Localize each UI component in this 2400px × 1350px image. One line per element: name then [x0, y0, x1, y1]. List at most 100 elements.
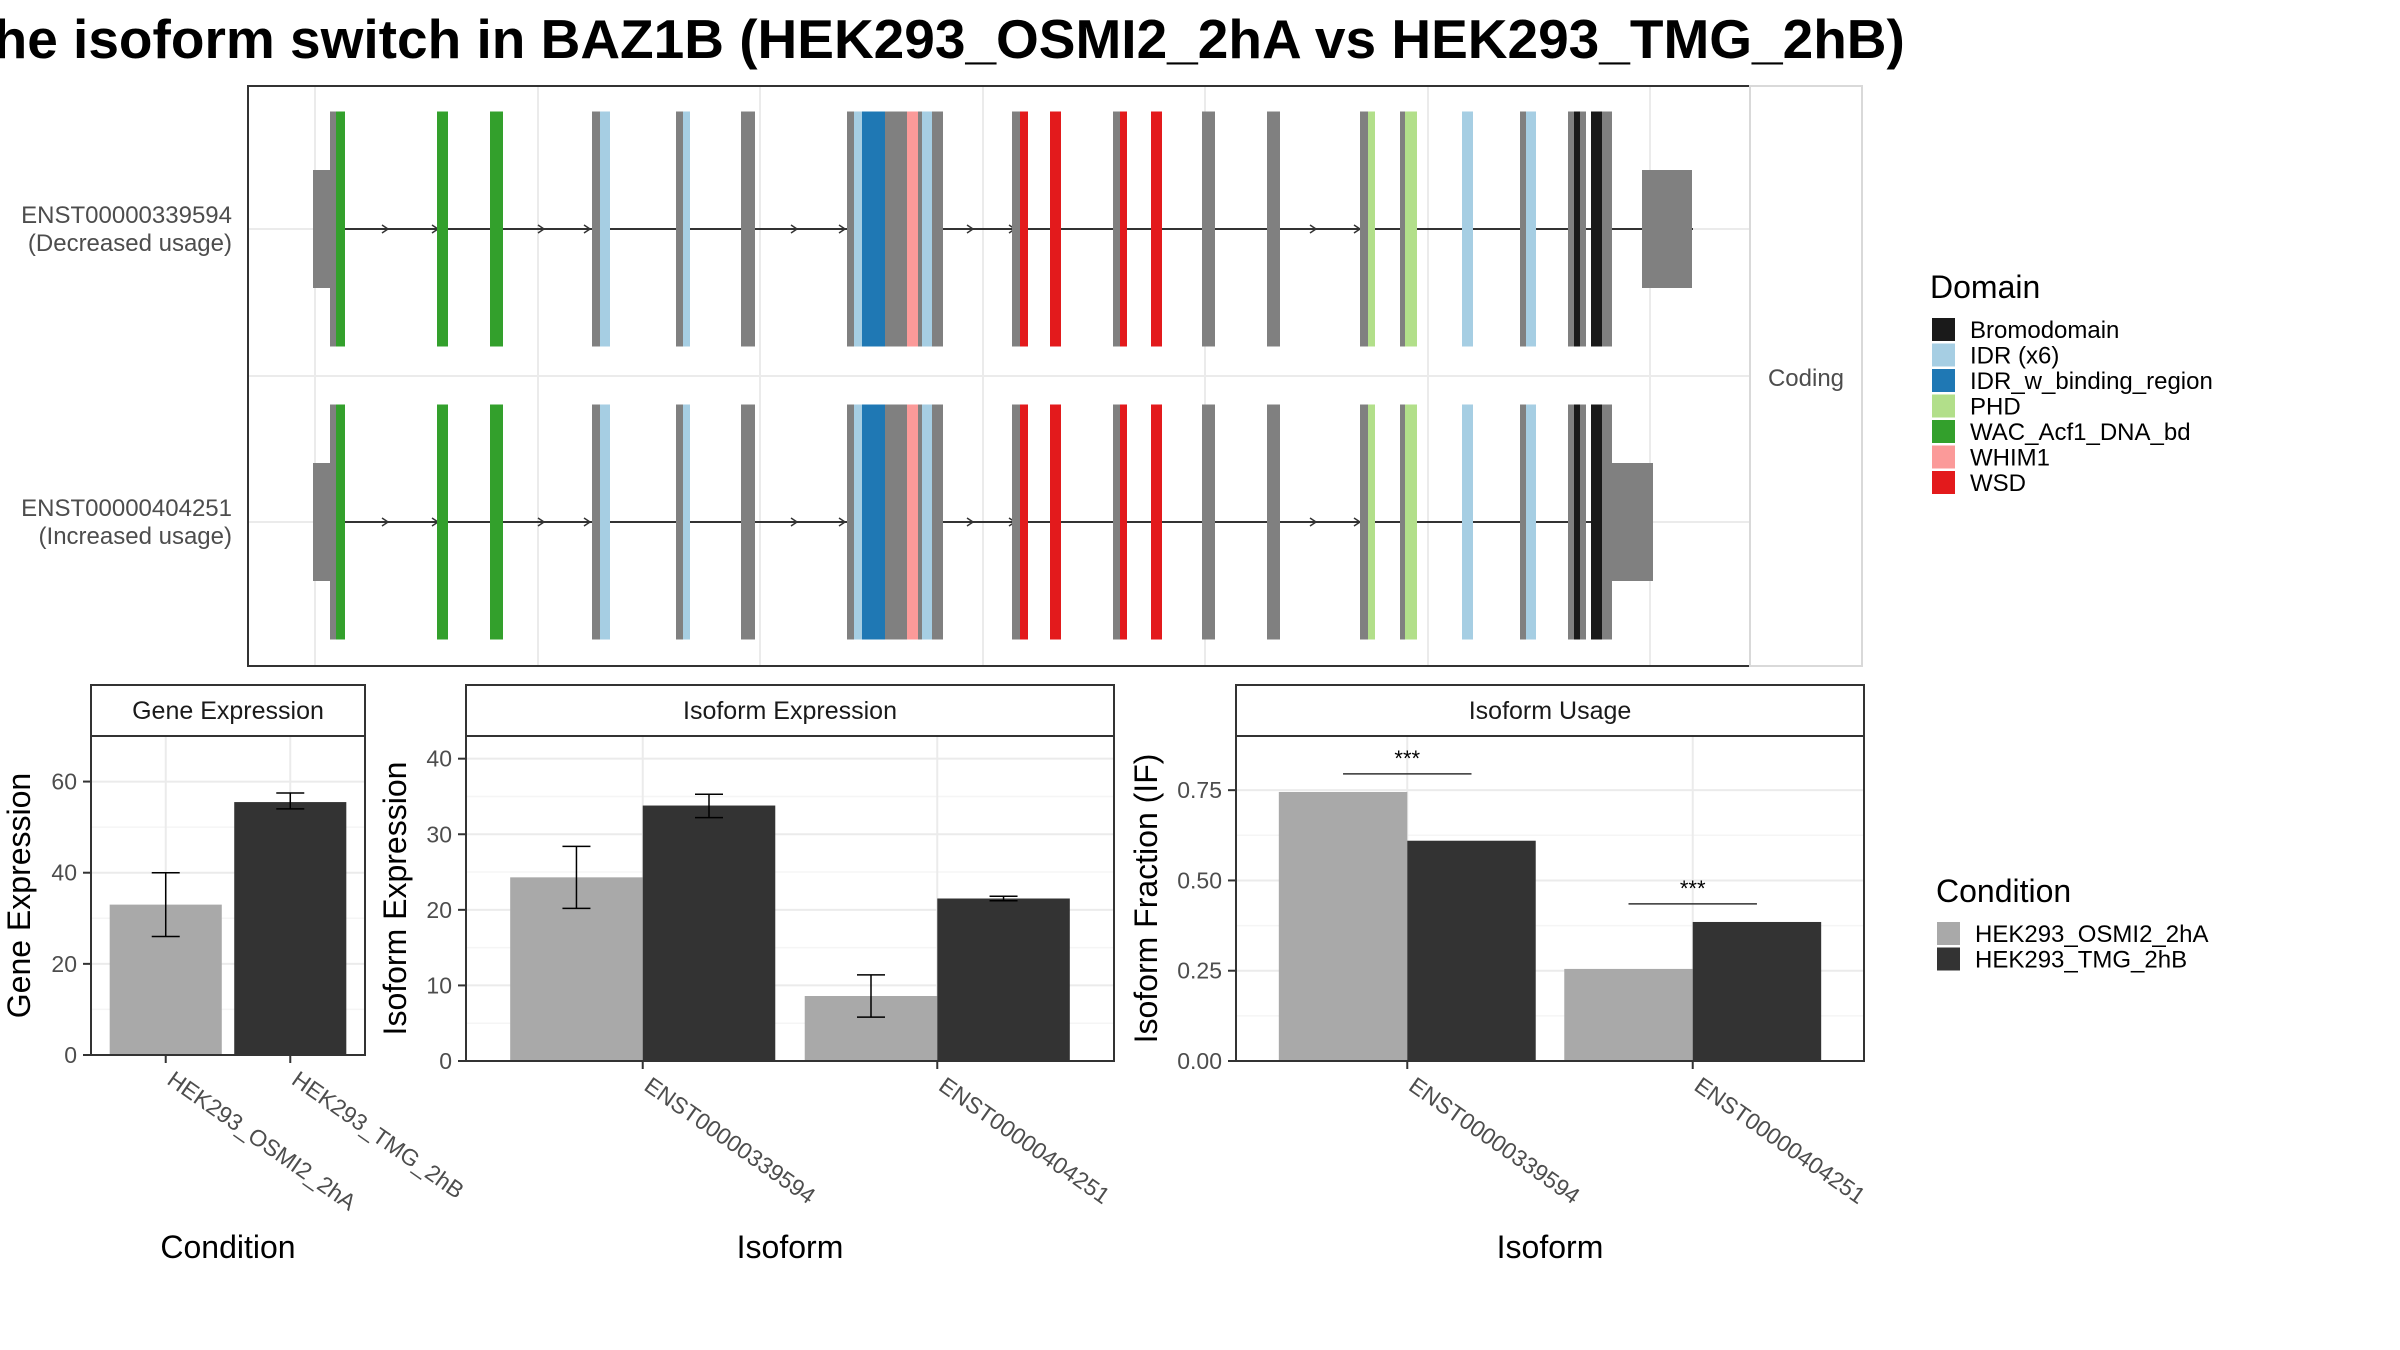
- exon-block: [907, 111, 918, 347]
- exon-block: [1020, 111, 1028, 347]
- bar: [642, 805, 776, 1061]
- direction-arrow: [966, 517, 975, 527]
- direction-arrow: [1309, 517, 1318, 527]
- facet-label: Coding: [1768, 365, 1844, 392]
- panel-title: Isoform Expression: [683, 697, 897, 725]
- x-tick-label: ENST00000339594: [1404, 1072, 1585, 1209]
- exon-block: [885, 111, 907, 347]
- panel-title: Isoform Usage: [1469, 697, 1632, 725]
- exon-block: [1151, 404, 1162, 640]
- exon-block: [1568, 111, 1574, 347]
- exon-block: [918, 404, 922, 640]
- exon-block: [922, 404, 932, 640]
- exon-block: [336, 111, 345, 347]
- exon-block: [862, 111, 885, 347]
- isoform-usage-chart: Isoform Usage *** *** 0.00 0.25 0.50 0.75 ENST0…: [1128, 684, 1870, 1265]
- domain-legend-key: [1932, 394, 1955, 418]
- direction-arrow: [790, 517, 799, 527]
- exon-block: [1012, 111, 1020, 347]
- isoform-label-status: (Decreased usage): [28, 230, 232, 257]
- exon-block: [1400, 111, 1405, 347]
- domain-legend-title: Domain: [1930, 269, 2040, 305]
- panel-title: Gene Expression: [132, 697, 324, 725]
- domain-legend-key: [1932, 318, 1955, 341]
- exon-block: [1151, 111, 1162, 347]
- isoform-label-status: (Increased usage): [39, 523, 232, 550]
- condition-legend-key: [1937, 947, 1960, 971]
- domain-legend-label: IDR (x6): [1970, 343, 2059, 370]
- utr-block: [313, 463, 333, 581]
- y-tick-label: 30: [426, 821, 452, 847]
- domain-legend-key: [1932, 445, 1955, 469]
- exon-block: [683, 111, 690, 347]
- exon-block: [1526, 404, 1536, 640]
- isoform-label-id: ENST00000339594: [21, 202, 232, 229]
- transcript-ENST00000404251: [313, 404, 1653, 640]
- exon-block: [741, 111, 755, 347]
- direction-arrow: [381, 517, 390, 527]
- exon-block: [1012, 404, 1020, 640]
- direction-arrow: [537, 224, 546, 234]
- exon-block: [907, 404, 918, 640]
- panel-border: [90, 735, 366, 1056]
- y-tick-label: 0.75: [1177, 777, 1222, 803]
- significance-label: ***: [1394, 746, 1420, 771]
- exon-block: [847, 404, 854, 640]
- exon-block: [437, 111, 448, 347]
- y-tick-label: 10: [426, 972, 452, 998]
- exon-block: [1574, 404, 1580, 640]
- exon-block: [1520, 111, 1526, 347]
- exon-block: [437, 404, 448, 640]
- exon-block: [847, 111, 854, 347]
- y-axis-title: Isoform Expression: [377, 762, 413, 1036]
- panel-strip: [465, 684, 1115, 737]
- panel-border: [465, 735, 1115, 1062]
- exon-block: [741, 404, 755, 640]
- exon-block: [490, 111, 503, 347]
- exon-block: [1360, 111, 1368, 347]
- exon-block: [1526, 111, 1536, 347]
- exon-block: [1520, 404, 1526, 640]
- utr-block: [313, 170, 333, 288]
- y-tick-label: 40: [51, 860, 77, 886]
- y-tick-label: 20: [51, 951, 77, 977]
- domain-legend-key: [1932, 343, 1955, 367]
- direction-arrow: [381, 224, 390, 234]
- exon-block: [854, 404, 862, 640]
- y-tick-label: 20: [426, 897, 452, 923]
- domain-legend-label: WAC_Acf1_DNA_bd: [1970, 419, 2191, 446]
- exon-block: [490, 404, 503, 640]
- exon-block: [676, 111, 683, 347]
- isoform-expression-chart: Isoform Expression 0 10 20 30 40 ENST000003395…: [377, 684, 1115, 1265]
- domain-legend-key: [1932, 471, 1955, 494]
- domain-legend-label: WSD: [1970, 470, 2026, 497]
- exon-block: [1574, 111, 1580, 347]
- utr-block: [1612, 463, 1653, 581]
- x-tick-label: ENST00000404251: [1690, 1072, 1870, 1209]
- exon-block: [1602, 111, 1612, 347]
- exon-block: [1267, 111, 1280, 347]
- y-axis-title: Isoform Fraction (IF): [1128, 754, 1164, 1044]
- exon-block: [683, 404, 690, 640]
- exon-block: [1360, 404, 1368, 640]
- domain-legend-label: WHIM1: [1970, 445, 2050, 472]
- significance-label: ***: [1680, 876, 1706, 901]
- exon-block: [1580, 111, 1586, 347]
- direction-arrow: [537, 517, 546, 527]
- condition-legend-label: HEK293_OSMI2_2hA: [1975, 921, 2208, 948]
- gene-expression-chart: Gene Expression0204060HEK293_OSMI2_2hAHE…: [1, 684, 469, 1265]
- exon-block: [885, 404, 907, 640]
- exon-block: [1120, 111, 1127, 347]
- y-tick-label: 0.50: [1177, 867, 1222, 893]
- facet-strip: [1749, 85, 1863, 667]
- exon-block: [1050, 111, 1061, 347]
- isoform-label-id: ENST00000404251: [21, 495, 232, 522]
- x-axis-title: Isoform: [1497, 1229, 1604, 1265]
- direction-arrow: [838, 517, 847, 527]
- direction-arrow: [583, 517, 592, 527]
- bar: [1278, 791, 1408, 1061]
- exon-block: [1568, 404, 1574, 640]
- y-tick-label: 0.25: [1177, 958, 1222, 984]
- exon-block: [1202, 404, 1215, 640]
